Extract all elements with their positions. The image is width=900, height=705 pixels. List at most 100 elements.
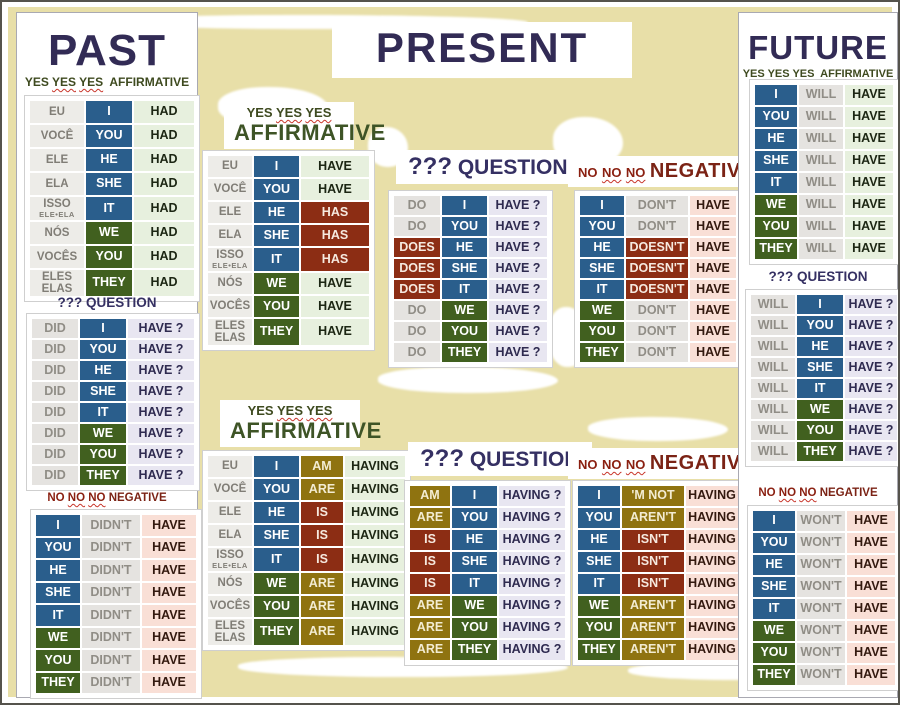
table-cell: HAVE ? (845, 442, 897, 461)
table-cell: HAVE ? (845, 358, 897, 377)
table-row: ARE WE HAVING ? (410, 596, 565, 616)
future-question-table: WILL I HAVE ? WILL YOU HAVE ? WILL HE HAVE ? WILL… (745, 289, 898, 467)
table-row: DOES IT HAVE ? (394, 280, 547, 299)
table-cell: HAVING (345, 595, 405, 617)
table-cell: IT (254, 548, 299, 571)
table-cell: HAVE (845, 173, 893, 193)
yes-word: YES (305, 105, 332, 120)
table-row: THEY AREN'T HAVING (578, 640, 738, 660)
table-cell: DID (32, 445, 78, 464)
table-cell: DIDN'T (82, 582, 140, 603)
past-panel: PAST YES YES YES AFFIRMATIVE EU I HAD VOCÊ Y… (16, 12, 202, 699)
table-cell: HAD (134, 269, 194, 297)
table-cell: YOU (755, 107, 797, 127)
yes-word: YES (24, 75, 49, 89)
table-cell: HAVE ? (128, 424, 194, 443)
table-row: VOCÊS YOU HAD (30, 245, 194, 268)
table-cell: ELA (208, 225, 252, 246)
table-cell: AM (301, 456, 343, 477)
table-row: ARE THEY HAVING ? (410, 640, 565, 660)
table-row: DID YOU HAVE ? (32, 340, 194, 359)
table-cell: HAVE (690, 301, 736, 320)
table-cell: NÓS (208, 272, 252, 294)
present-title: PRESENT (332, 22, 632, 78)
affirmative-word: AFFIRMATIVE (109, 75, 190, 89)
table-cell: WE (580, 301, 624, 320)
table-cell: YOU (442, 217, 487, 236)
table-cell: ELA (208, 525, 252, 546)
table-cell: ISSO ELE•ELA (208, 548, 252, 571)
table-cell: WON'T (797, 555, 845, 575)
table-cell: EU (208, 156, 252, 177)
table-cell: SHE (452, 552, 497, 572)
table-cell: YOU (753, 533, 795, 553)
table-cell: DON'T (626, 343, 688, 362)
table-cell: HAVE (142, 672, 196, 693)
table-cell: HAVING (345, 548, 405, 571)
table-cell: WILL (751, 358, 795, 377)
table-cell: IT (580, 280, 624, 299)
table-cell: HAVE ? (128, 445, 194, 464)
table-row: EU I HAD (30, 101, 194, 123)
table-cell: HAVE (142, 515, 196, 536)
table-cell: HAD (134, 197, 194, 220)
table-cell: ISSO ELE•ELA (208, 248, 252, 271)
table-cell: HAVE (142, 627, 196, 648)
table-row: HE DIDN'T HAVE (36, 560, 196, 581)
table-cell: DID (32, 319, 78, 338)
table-cell: IT (442, 280, 487, 299)
table-cell: WE (797, 400, 843, 419)
table-cell: HAVE (847, 511, 895, 531)
table-cell: HAVING (686, 596, 738, 616)
table-cell: ISN'T (622, 552, 684, 572)
table-cell: HE (452, 530, 497, 550)
table-cell: DO (394, 343, 440, 362)
table-cell: I (755, 85, 797, 105)
table-cell: YOU (753, 643, 795, 663)
question-word: QUESTION (797, 269, 868, 284)
table-cell: ARE (410, 640, 450, 660)
table-cell: AREN'T (622, 508, 684, 528)
table-cell: I (578, 486, 620, 506)
table-cell: HAVING (686, 508, 738, 528)
table-cell: DID (32, 403, 78, 422)
question-marks: ??? (768, 269, 794, 284)
table-cell: HAVE ? (489, 301, 547, 320)
question-word: QUESTION (86, 295, 157, 310)
future-panel: FUTURE YES YES YES AFFIRMATIVE I WILL HAVE… (738, 12, 898, 698)
table-cell: HAVING (686, 530, 738, 550)
table-cell: HAVE (845, 195, 893, 215)
table-row: I WILL HAVE (755, 85, 893, 105)
table-row: DO WE HAVE ? (394, 301, 547, 320)
table-cell: IS (410, 552, 450, 572)
table-cell: IT (36, 605, 80, 626)
table-row: HE WILL HAVE (755, 129, 893, 149)
table-cell: DIDN'T (82, 672, 140, 693)
table-cell: HAVE ? (128, 466, 194, 485)
table-row: IT DOESN'T HAVE (580, 280, 736, 299)
table-cell: YOU (36, 537, 80, 558)
present-negative-table: I DON'T HAVE YOU DON'T HAVE HE DOESN'T HAVE SHE DO… (574, 190, 742, 368)
table-cell: SHE (254, 225, 299, 246)
table-cell: I (86, 101, 132, 123)
table-cell: HAVE (847, 577, 895, 597)
present-question-header: ??? QUESTION (396, 150, 580, 184)
table-cell: DO (394, 322, 440, 341)
table-row: DID HE HAVE ? (32, 361, 194, 380)
affirmative-word: AFFIRMATIVE (820, 68, 894, 80)
table-cell: ARE (410, 618, 450, 638)
table-cell: HAVE (301, 272, 369, 294)
table-cell: WE (80, 424, 126, 443)
table-cell: YOU (36, 650, 80, 671)
table-cell: I (442, 196, 487, 215)
table-cell: I (580, 196, 624, 215)
table-cell: HAVE ? (489, 196, 547, 215)
table-cell: YOU (578, 618, 620, 638)
table-cell: VOCÊ (208, 479, 252, 500)
table-row: VOCÊS YOU HAVE (208, 295, 369, 317)
paint-splotch (588, 417, 728, 441)
table-cell: ARE (301, 618, 343, 646)
no-word: NO (778, 487, 797, 499)
table-row: SHE WILL HAVE (755, 151, 893, 171)
table-cell: DO (394, 217, 440, 236)
